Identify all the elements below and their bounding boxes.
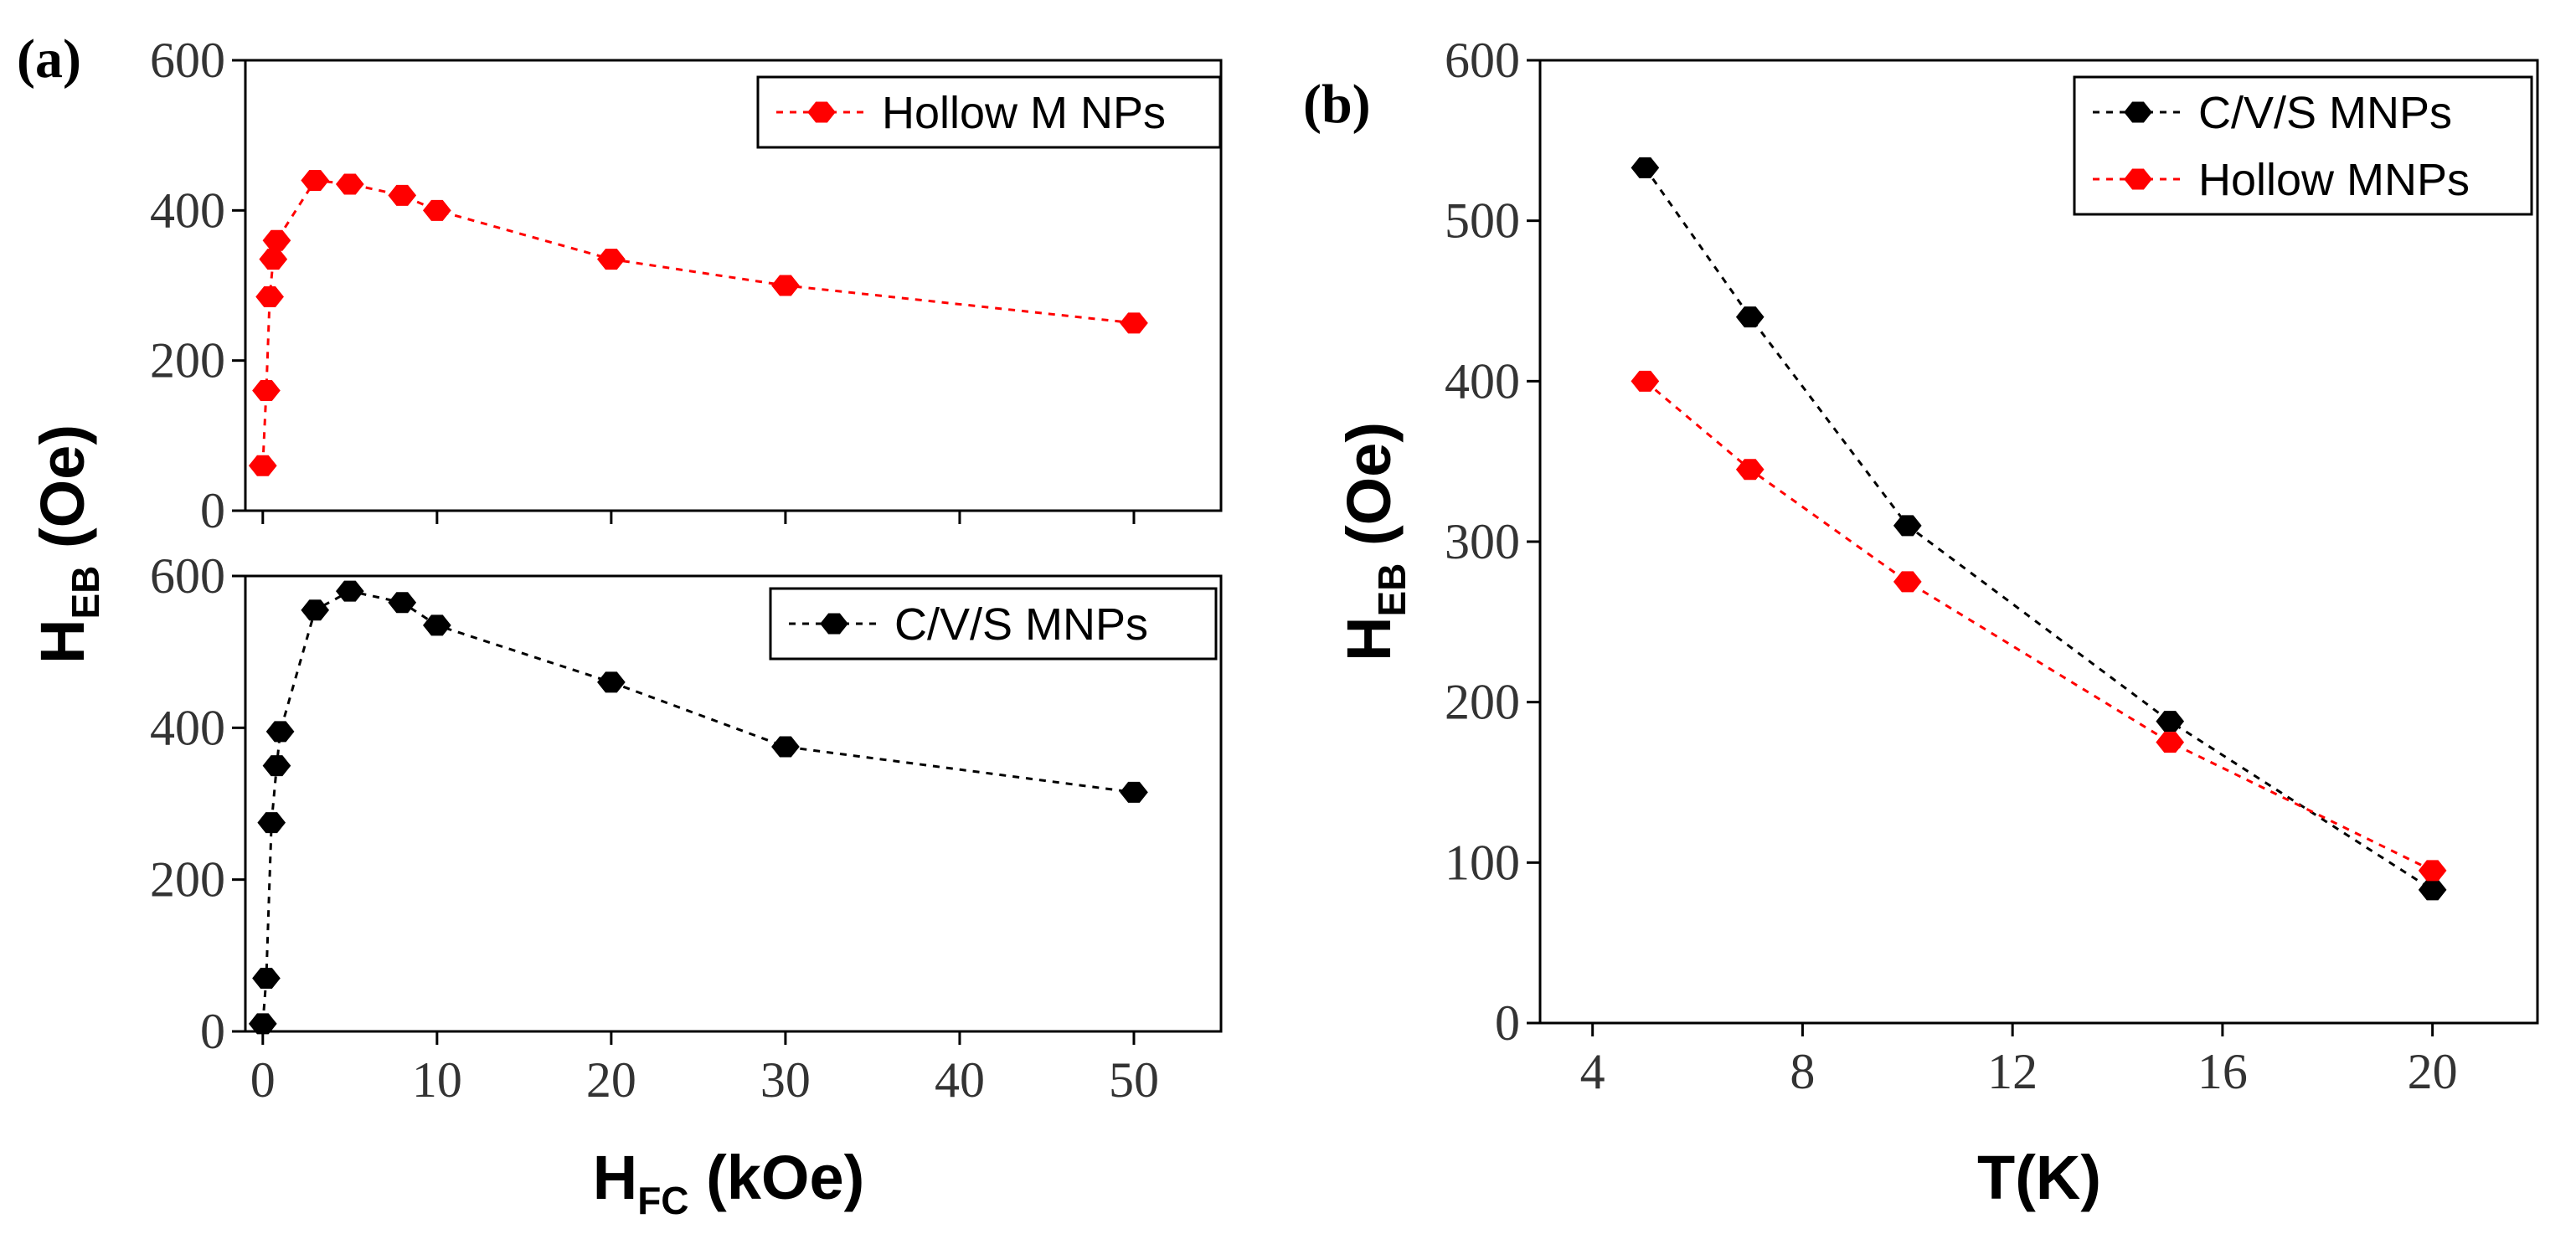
data-point — [2156, 711, 2185, 733]
x-tick-label: 4 — [1580, 1044, 1605, 1099]
series-line — [1644, 380, 2434, 872]
data-point — [771, 736, 800, 758]
y-tick-label: 200 — [150, 333, 225, 388]
x-tick-label: 16 — [2197, 1044, 2248, 1099]
panel-label: (a) — [17, 28, 81, 90]
y-tick-label: 200 — [1445, 675, 1520, 730]
data-point — [1631, 157, 1660, 178]
data-point — [252, 380, 281, 402]
data-point — [1120, 312, 1148, 334]
data-point — [335, 173, 364, 195]
legend-entry: C/V/S MNPs — [2198, 88, 2452, 138]
series-line — [261, 178, 1135, 466]
x-axis-title: T(K) — [1977, 1143, 2101, 1212]
y-tick-label: 0 — [200, 1004, 225, 1059]
data-point — [301, 169, 330, 191]
data-point — [262, 755, 291, 777]
data-point — [2418, 860, 2447, 882]
y-tick-label: 600 — [150, 33, 225, 88]
data-point — [1120, 781, 1148, 803]
legend-box — [2073, 75, 2533, 216]
data-point — [771, 275, 800, 296]
legend-entry: Hollow M NPs — [882, 88, 1166, 138]
legend-swatch-marker — [820, 613, 848, 635]
data-point — [1735, 459, 1765, 481]
x-tick-label: 10 — [412, 1052, 462, 1108]
legend-entry: Hollow MNPs — [2198, 155, 2470, 205]
data-point — [2418, 879, 2447, 901]
data-point — [597, 671, 626, 693]
x-tick-label: 0 — [250, 1052, 276, 1108]
legend-swatch-marker — [807, 101, 836, 123]
data-point — [2156, 732, 2185, 753]
data-point — [335, 580, 364, 602]
data-point — [252, 968, 281, 990]
plot-frame — [244, 59, 1223, 512]
x-axis-title: HFC (kOe) — [593, 1143, 865, 1222]
series-line — [261, 589, 1135, 1025]
y-tick-label: 100 — [1445, 835, 1520, 890]
data-point — [1893, 515, 1922, 537]
x-tick-label: 12 — [1987, 1044, 2038, 1099]
data-point — [422, 614, 451, 636]
y-tick-label: 300 — [1445, 514, 1520, 569]
panel-a-bottom: 0 200 400 600 0 10 20 30 40 50 C/V/S MNPs HFC (kOe) — [150, 548, 1223, 1222]
data-point — [265, 721, 295, 743]
data-point — [388, 184, 417, 206]
data-point — [388, 592, 417, 614]
plot-frame — [244, 574, 1223, 1033]
y-axis-title-a: HEB (Oe) — [28, 424, 107, 664]
data-point — [255, 285, 284, 307]
y-tick-label: 0 — [1495, 995, 1520, 1051]
data-point — [1631, 370, 1660, 392]
y-tick-label: 400 — [1445, 353, 1520, 409]
panel-b: 0 100 200 300 400 500 600 4 8 12 16 20 C/V/S MNPs Hol… — [1303, 33, 2539, 1212]
data-point — [301, 599, 330, 621]
panel-label: (b) — [1303, 74, 1371, 135]
data-point — [262, 229, 291, 251]
legend-entry: C/V/S MNPs — [894, 599, 1148, 650]
y-axis-title: HEB (Oe) — [1334, 422, 1414, 661]
panel-a-top: 0 200 400 600 Hollow M NPs (a) — [17, 28, 1223, 538]
y-tick-label: 0 — [200, 483, 225, 538]
series-line — [1644, 167, 2434, 892]
x-tick-label: 20 — [586, 1052, 636, 1108]
data-point — [1735, 306, 1765, 328]
x-tick-label: 40 — [935, 1052, 985, 1108]
legend-swatch-marker — [2124, 168, 2152, 190]
data-point — [597, 249, 626, 270]
x-tick-label: 20 — [2408, 1044, 2458, 1099]
data-point — [248, 455, 277, 476]
x-tick-label: 8 — [1790, 1044, 1815, 1099]
y-tick-label: 400 — [150, 700, 225, 755]
y-tick-label: 500 — [1445, 193, 1520, 249]
data-point — [257, 812, 286, 834]
y-tick-label: 600 — [1445, 33, 1520, 88]
x-tick-label: 30 — [760, 1052, 811, 1108]
legend-swatch-marker — [2124, 101, 2152, 123]
panel-a-ylabel: HEB (Oe) — [28, 424, 107, 664]
data-point — [422, 199, 451, 221]
data-point — [248, 1013, 277, 1035]
y-tick-label: 200 — [150, 852, 225, 908]
y-tick-label: 600 — [150, 548, 225, 604]
x-tick-label: 50 — [1109, 1052, 1159, 1108]
data-point — [259, 249, 288, 270]
data-point — [1893, 571, 1922, 593]
y-tick-label: 400 — [150, 183, 225, 238]
